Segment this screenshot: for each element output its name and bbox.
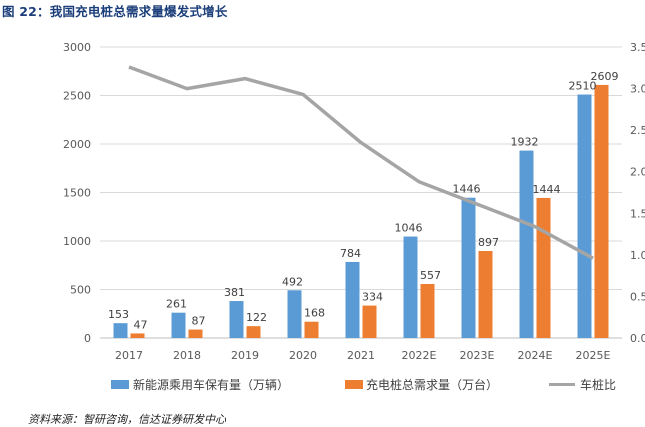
- bar-2025E-series-1: [577, 94, 592, 338]
- bar-2019-series-1: [229, 301, 244, 338]
- bar-2023E-series-1: [461, 197, 476, 338]
- bar-2022E-series-1: [403, 236, 418, 338]
- y-right-tick-label: 2.0: [630, 166, 645, 179]
- line-车桩比: [128, 65, 594, 260]
- bar-2023E-series-2: [478, 250, 493, 338]
- data-label: 47: [134, 318, 148, 331]
- data-label: 168: [304, 307, 325, 320]
- y-right-tick-label: 1.0: [630, 249, 645, 262]
- data-label: 1444: [533, 183, 561, 196]
- legend-swatch: [345, 380, 363, 389]
- y-right-tick-label: 3.0: [630, 83, 645, 96]
- bar-2018-series-1: [171, 312, 186, 338]
- bar-2024E-series-2: [536, 197, 551, 338]
- bar-2017-series-1: [113, 323, 128, 338]
- x-tick-label: 2025E: [576, 349, 611, 362]
- x-tick-label: 2017: [115, 349, 143, 362]
- data-label: 261: [166, 298, 187, 311]
- figure-title: 图 22：我国充电桩总需求量爆发式增长: [2, 4, 228, 19]
- data-label: 2609: [591, 70, 619, 83]
- legend-swatch: [111, 380, 129, 389]
- y-right-tick-label: 2.5: [630, 124, 645, 137]
- x-tick-label: 2019: [231, 349, 259, 362]
- y-left-tick-label: 1500: [63, 187, 91, 200]
- data-label: 122: [246, 311, 267, 324]
- y-left-tick-label: 500: [70, 284, 91, 297]
- y-left-tick-label: 3000: [63, 41, 91, 54]
- source-note: 资料来源：智研咨询，信达证券研发中心: [28, 413, 226, 426]
- y-left-tick-label: 0: [84, 332, 91, 345]
- data-label: 1932: [511, 136, 539, 149]
- legend-label: 新能源乘用车保有量（万辆）: [133, 377, 289, 392]
- y-right-tick-label: 1.5: [630, 207, 645, 220]
- bar-2020-series-1: [287, 290, 302, 338]
- x-tick-label: 2023E: [460, 349, 495, 362]
- y-left-tick-label: 2500: [63, 90, 91, 103]
- data-label: 153: [108, 308, 129, 321]
- data-label: 87: [192, 315, 206, 328]
- x-tick-label: 2022E: [402, 349, 437, 362]
- bars: [113, 84, 609, 338]
- x-tick-label: 2024E: [518, 349, 553, 362]
- data-label: 492: [282, 275, 303, 288]
- data-label: 381: [224, 286, 245, 299]
- y-right-tick-label: 3.5: [630, 41, 645, 54]
- data-label: 557: [420, 269, 441, 282]
- legend: 新能源乘用车保有量（万辆） 充电桩总需求量（万台） 车桩比: [111, 377, 616, 392]
- y-left-tick-label: 2000: [63, 138, 91, 151]
- x-axis: 2017 2018 2019 2020 2021 2022E 2023E 2024E 2025E: [100, 337, 622, 362]
- bar-2019-series-2: [246, 326, 261, 338]
- data-label: 2510: [569, 80, 597, 93]
- legend-label: 充电桩总需求量（万台）: [366, 377, 498, 392]
- bar-2022E-series-2: [420, 283, 435, 338]
- bar-2021-series-1: [345, 261, 360, 338]
- y-right-tick-label: 0.0: [630, 332, 645, 345]
- data-label: 784: [340, 247, 361, 260]
- legend-label: 车桩比: [580, 377, 616, 392]
- data-labels: 153 261 381 492 784 1046 1446 1932 2510 47 87 122 16…: [108, 70, 619, 332]
- x-tick-label: 2020: [289, 349, 317, 362]
- bar-2018-series-2: [188, 329, 203, 338]
- ratio-line: [128, 65, 594, 260]
- bar-2024E-series-1: [519, 150, 534, 338]
- bar-2021-series-2: [362, 305, 377, 338]
- x-tick-label: 2018: [173, 349, 201, 362]
- left-axis: 0 500 1000 1500 2000 2500 3000: [63, 41, 91, 345]
- data-label: 1046: [395, 222, 423, 235]
- right-axis: 0.0 0.5 1.0 1.5 2.0 2.5 3.0 3.5: [630, 41, 645, 345]
- data-label: 1446: [453, 183, 481, 196]
- data-label: 334: [362, 291, 383, 304]
- data-label: 897: [478, 236, 499, 249]
- legend-swatch: [549, 383, 575, 386]
- y-left-tick-label: 1000: [63, 235, 91, 248]
- x-tick-label: 2021: [347, 349, 375, 362]
- y-right-tick-label: 0.5: [630, 290, 645, 303]
- bar-2025E-series-2: [594, 84, 609, 338]
- bar-2017-series-2: [130, 333, 145, 338]
- bar-2020-series-2: [304, 321, 319, 338]
